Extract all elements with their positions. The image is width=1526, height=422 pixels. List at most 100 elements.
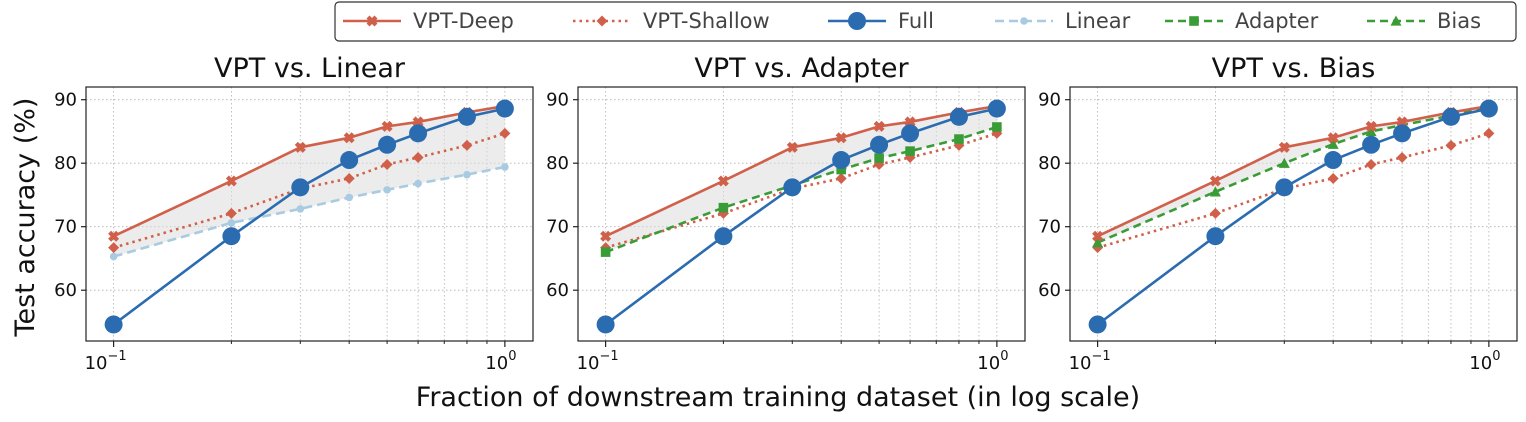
data-point <box>1092 237 1104 248</box>
data-point <box>873 120 885 132</box>
data-point <box>1365 158 1377 170</box>
panel-title: VPT vs. Linear <box>214 53 406 84</box>
x-tick-label: 100 <box>977 349 1008 374</box>
data-point <box>457 107 476 126</box>
panel-title: VPT vs. Bias <box>1212 53 1376 84</box>
data-point <box>783 178 802 197</box>
data-point <box>1327 138 1339 149</box>
legend-item-adapter: Adapter <box>1165 9 1319 33</box>
y-tick-label: 60 <box>54 280 77 301</box>
data-point <box>600 230 612 242</box>
data-point <box>1327 172 1339 184</box>
panel-3: VPT vs. Bias 60 70 80 90 10−1 100 <box>1038 53 1518 374</box>
data-point <box>412 151 424 163</box>
panel-1: VPT vs. Linear 60 70 80 90 10−1 100 <box>54 53 534 374</box>
data-point <box>1209 186 1221 197</box>
data-point <box>383 186 391 194</box>
y-tick-label: 80 <box>1038 153 1061 174</box>
plot-frame <box>577 86 1026 342</box>
data-point <box>1209 175 1221 187</box>
legend-marker <box>1020 17 1028 25</box>
series-line <box>1097 132 1490 249</box>
data-point <box>1206 227 1225 246</box>
data-point <box>222 227 241 246</box>
data-point <box>596 315 615 334</box>
series-line <box>605 132 998 249</box>
y-tick-label: 60 <box>546 280 569 301</box>
y-tick-label: 60 <box>1038 280 1061 301</box>
series-full <box>104 99 514 334</box>
data-point <box>1327 132 1339 144</box>
data-point <box>378 135 397 154</box>
data-point <box>412 116 424 128</box>
panel-title: VPT vs. Adapter <box>694 53 909 84</box>
data-point <box>1479 99 1498 118</box>
data-point <box>901 124 920 143</box>
legend: VPT-Deep VPT-Shallow Full Linear Adapter Bias <box>334 1 1517 42</box>
legend-item-vpt_shallow: VPT-Shallow <box>573 9 770 33</box>
data-point <box>1441 107 1460 126</box>
data-point <box>1483 127 1495 139</box>
data-point <box>1324 151 1343 170</box>
series-line <box>113 165 506 258</box>
data-point <box>1362 135 1381 154</box>
series-line <box>113 132 506 249</box>
data-point <box>296 205 305 213</box>
data-point <box>501 163 509 171</box>
data-point <box>992 122 1002 132</box>
x-axis-label: Fraction of downstream training dataset … <box>416 382 1140 413</box>
x-tick-label: 10−1 <box>1069 349 1111 374</box>
legend-item-linear: Linear <box>995 9 1131 33</box>
gridlines <box>578 87 1025 341</box>
series-linear <box>109 163 509 261</box>
data-point <box>499 127 511 139</box>
y-tick-label: 90 <box>546 90 569 111</box>
gap-shading <box>1097 106 1489 243</box>
data-point <box>1278 157 1290 168</box>
data-point <box>836 164 846 175</box>
data-point <box>225 207 237 219</box>
data-point <box>343 172 355 184</box>
plot-frame <box>1069 86 1518 342</box>
data-point <box>1209 207 1221 219</box>
data-point <box>345 193 353 202</box>
data-point <box>1365 125 1377 137</box>
legend-marker <box>1390 15 1402 26</box>
data-point <box>870 135 889 154</box>
plot-frame <box>85 86 534 342</box>
y-tick-label: 70 <box>54 217 77 238</box>
x-tick-label: 100 <box>485 349 516 374</box>
data-point <box>991 127 1003 139</box>
data-point <box>832 151 851 170</box>
series-vpt_shallow <box>108 127 511 254</box>
data-point <box>381 120 393 132</box>
legend-marker <box>596 15 608 27</box>
data-point <box>1393 124 1412 143</box>
data-point <box>343 132 355 144</box>
y-tick-label: 80 <box>546 153 569 174</box>
y-tick-label: 90 <box>54 90 77 111</box>
data-point <box>1365 120 1377 132</box>
series-line <box>1097 106 1490 244</box>
data-point <box>1278 141 1290 153</box>
data-point <box>714 227 733 246</box>
data-point <box>987 99 1006 118</box>
series-full <box>596 99 1006 334</box>
panel-2: VPT vs. Adapter 60 70 80 90 10−1 100 <box>546 53 1026 374</box>
data-point <box>1088 315 1107 334</box>
legend-marker <box>1189 16 1199 26</box>
data-point <box>109 252 118 261</box>
legend-item-vpt_deep: VPT-Deep <box>343 9 514 33</box>
legend-item-bias: Bias <box>1367 9 1481 33</box>
data-point <box>414 179 422 188</box>
data-point <box>227 219 236 227</box>
legend-label: Adapter <box>1235 9 1319 33</box>
legend-item-full: Full <box>828 9 934 33</box>
legend-marker <box>848 12 866 30</box>
data-point <box>874 153 884 163</box>
data-point <box>381 158 393 170</box>
data-point <box>108 230 120 242</box>
data-point <box>718 202 729 213</box>
x-tick-label: 10−1 <box>577 349 619 374</box>
